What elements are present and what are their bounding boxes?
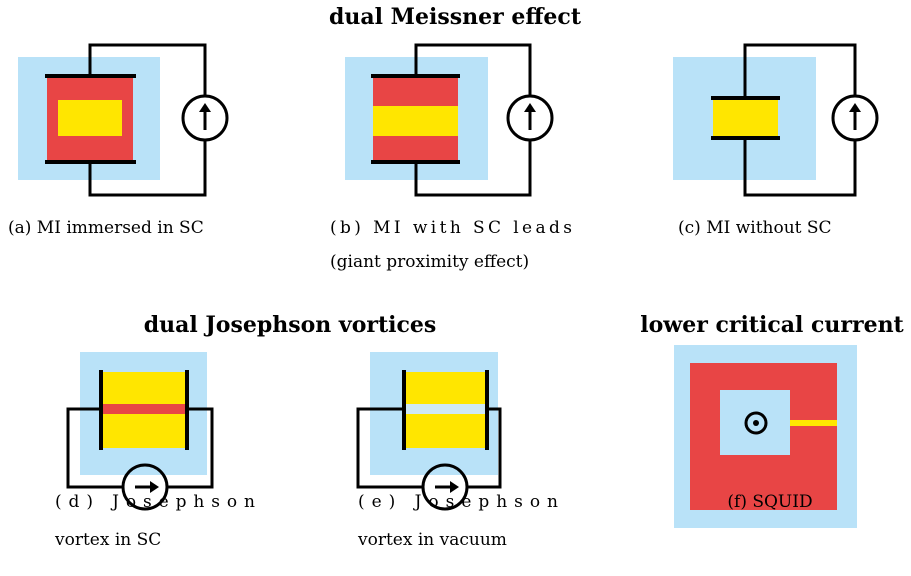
title: lower critical current — [640, 312, 904, 338]
caption: vortex in vacuum — [357, 530, 507, 550]
caption: (giant proximity effect) — [330, 252, 529, 272]
caption: vortex in SC — [54, 530, 161, 550]
panel-c — [673, 43, 879, 197]
title: dual Meissner effect — [329, 4, 582, 30]
title: dual Josephson vortices — [144, 312, 437, 338]
caption: (a) MI immersed in SC — [8, 218, 204, 238]
caption: (d) Josephson — [55, 492, 255, 512]
panel-b — [345, 43, 554, 197]
panel-d — [66, 352, 214, 511]
caption: (f) SQUID — [727, 492, 812, 512]
caption: (b) MI with SC leads — [330, 218, 572, 238]
caption: (e) Josephson — [358, 492, 558, 512]
panel-e — [356, 352, 502, 511]
caption: (c) MI without SC — [678, 218, 832, 238]
panel-f — [674, 345, 857, 528]
panel-a — [18, 43, 229, 197]
